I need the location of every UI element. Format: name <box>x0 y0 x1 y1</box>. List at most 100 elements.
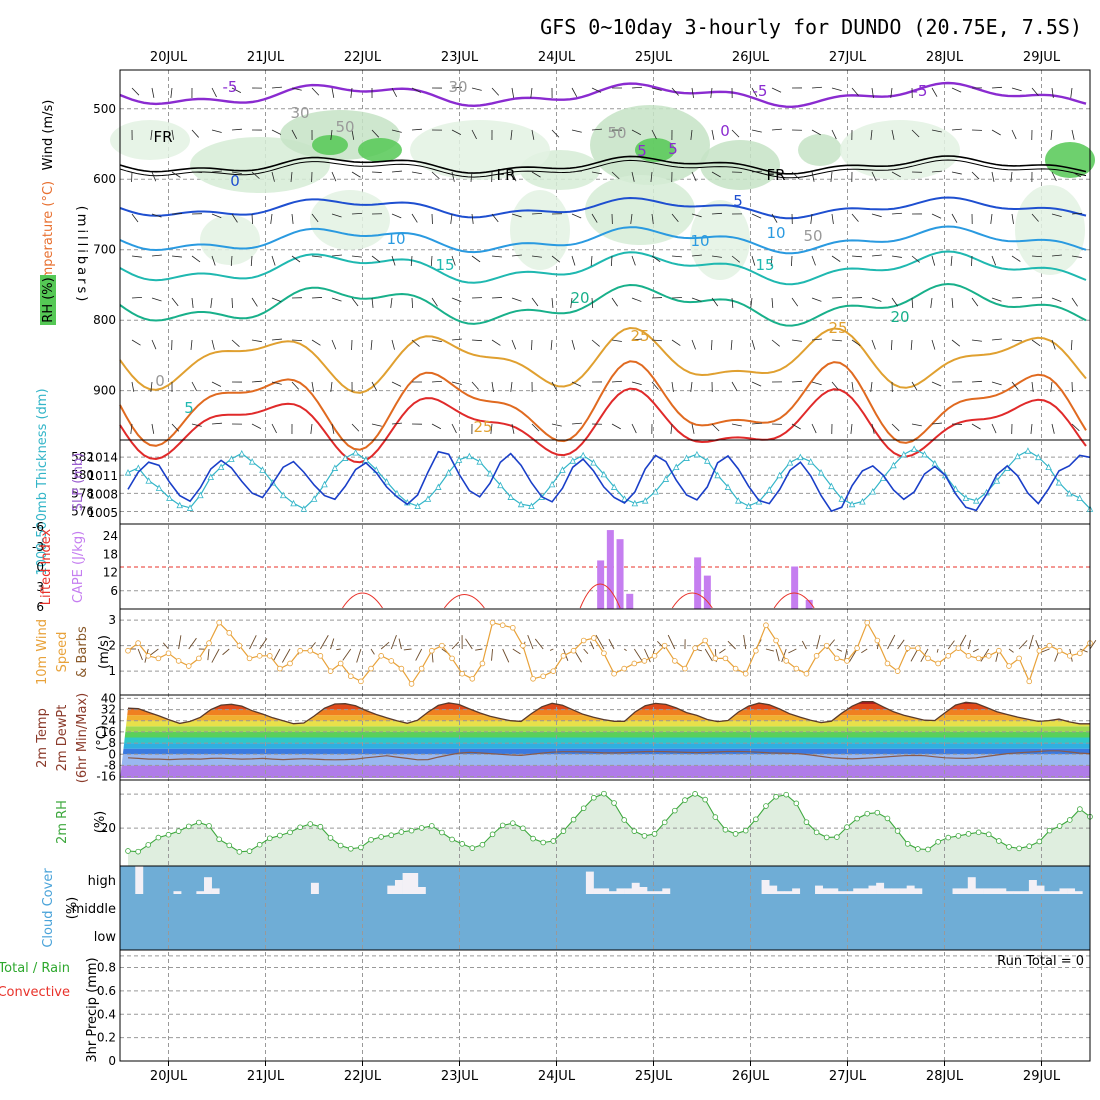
wind-barb <box>511 297 522 302</box>
wind-barb <box>471 339 483 342</box>
wind-barb <box>150 129 153 140</box>
wind-barb <box>471 255 481 263</box>
thickness-line-marker <box>435 483 442 490</box>
wind10-barb <box>1008 648 1014 653</box>
wind-barb <box>1070 87 1073 98</box>
thickness-line-marker <box>279 491 287 499</box>
thickness-line-marker <box>838 495 845 502</box>
wind-barb <box>491 87 500 96</box>
cloud-high-bar <box>1028 880 1037 894</box>
minmax-ylabel-text: (6hr Min/Max) <box>75 693 90 783</box>
thickness-line-marker <box>641 497 649 504</box>
wind-barb <box>391 339 395 350</box>
cloud-high-bar <box>593 888 602 894</box>
wind-barb <box>131 296 143 299</box>
wind-barb <box>691 171 697 182</box>
wind-barb <box>551 129 560 138</box>
wind10-speed-line-marker <box>975 655 982 662</box>
wind10-barb <box>623 648 627 652</box>
contour-label: -5 <box>223 78 238 96</box>
rh2m-line-marker <box>1046 827 1053 834</box>
wind-barb <box>531 423 540 432</box>
chart-title: GFS 0~10day 3-hourly for DUNDO (20.75E, … <box>540 15 1082 39</box>
thickness-line-marker <box>383 478 390 485</box>
wind10-speed-line-marker <box>753 647 759 654</box>
wind-barb <box>971 423 981 430</box>
wind-barb <box>571 422 582 425</box>
wind-barb <box>291 339 303 341</box>
wind-barb <box>291 87 302 91</box>
contour-label: 0 <box>155 372 165 390</box>
thickness-line-marker <box>714 471 721 479</box>
wind-barb <box>551 255 561 263</box>
wind10-speed-line-marker <box>1026 678 1033 685</box>
wind-barb <box>211 422 222 425</box>
slp-tick: 1005 <box>87 506 118 520</box>
rh2m-line-marker <box>661 819 668 826</box>
wind10-barb <box>273 648 281 661</box>
rh2m-line-marker <box>378 834 384 840</box>
li-curve <box>671 592 713 609</box>
li-curve <box>443 594 485 609</box>
rh-shade <box>200 215 260 265</box>
rh2m-line-marker <box>570 816 577 823</box>
wind10-speed-line-marker <box>540 673 546 680</box>
wind-barb <box>891 129 895 140</box>
rh2m-line-marker <box>520 825 526 832</box>
cloud-high-bar <box>967 877 976 894</box>
rh-shade <box>798 134 842 166</box>
slp-tick: 1011 <box>87 469 118 483</box>
contour-label: 0 <box>230 172 240 190</box>
cloud-high-bar <box>899 888 907 894</box>
precip-tick: 0.2 <box>97 1031 116 1045</box>
cloud-high-bar <box>776 891 785 894</box>
contour-label: 10 <box>766 224 785 242</box>
rh2m-line-marker <box>459 841 465 847</box>
wind-barb <box>411 297 414 309</box>
wind10-speed-line-marker <box>803 670 810 677</box>
wind-barb <box>151 339 157 350</box>
thickness-line-marker <box>197 491 204 499</box>
rh2m-line-marker <box>702 796 708 803</box>
wind-barb <box>391 381 402 387</box>
wind-barb <box>510 381 513 392</box>
wind10-speed-line-marker <box>297 647 303 654</box>
contour-label: FR <box>766 166 785 184</box>
wind10-speed-line-marker <box>773 637 779 644</box>
temp-band <box>120 754 1090 766</box>
wind-barb <box>531 212 543 215</box>
wind-barb <box>411 213 418 223</box>
wind-barb <box>471 87 482 91</box>
wind-barb <box>991 86 1003 89</box>
wind-barb <box>591 128 602 131</box>
wind-barb <box>771 128 782 131</box>
cloud-high-bar <box>837 891 846 894</box>
wind10-speed-line-marker <box>783 658 790 664</box>
wind10-speed-line-marker <box>813 653 820 659</box>
wind-barb <box>490 423 493 434</box>
li-ylabel: Lifted Index <box>39 528 54 605</box>
wind-barb <box>931 255 936 266</box>
li-tick: 0 <box>36 560 44 574</box>
rh-shade <box>585 175 695 245</box>
rh2m-line-marker <box>955 833 962 839</box>
wind10-speed-line-marker <box>591 635 597 641</box>
wind10-speed-line-marker <box>196 655 202 662</box>
wind-barb <box>711 255 722 258</box>
cape-bar <box>791 566 799 609</box>
wind-barb <box>251 339 262 343</box>
wind-tick: 3 <box>108 613 116 627</box>
wind-barb <box>770 255 773 266</box>
wind10-speed-label: Speed <box>55 632 70 673</box>
thickness-line-marker <box>290 499 297 507</box>
wind-barb <box>530 87 533 98</box>
wind10-speed-line-marker <box>469 675 476 682</box>
thickness-tick: 576 <box>71 504 94 518</box>
cloud-high-bar <box>1074 891 1083 894</box>
thickness-line-marker <box>548 480 556 488</box>
temp2m-line <box>127 700 1090 725</box>
wind-barb <box>231 171 242 175</box>
wind-barb <box>870 129 873 140</box>
rh2m-line-marker <box>783 791 790 798</box>
wind-barb <box>411 339 420 347</box>
